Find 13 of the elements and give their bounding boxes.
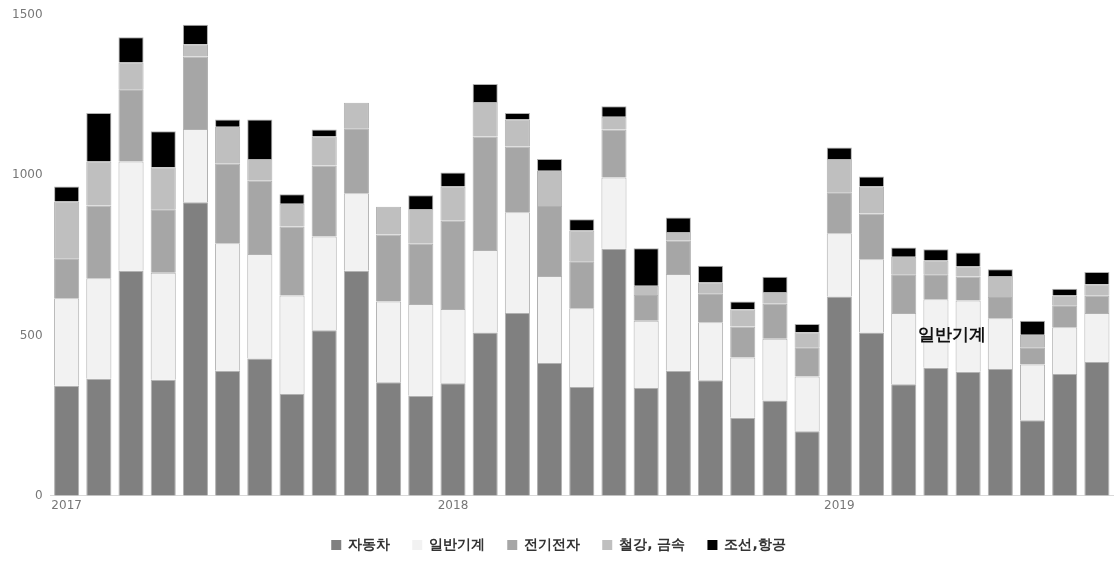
x-tick-label: 2018 [437,497,469,512]
legend-label: 일반기계 [429,535,486,552]
legend-label: 전기전자 [524,535,581,552]
x-tick-label: 2019 [824,497,855,512]
legend-label: 자동차 [348,535,391,552]
annotation: 일반기계 [918,323,987,344]
y-tick-label: 1500 [11,7,43,22]
legend-label: 철강, 금속 [619,535,686,552]
x-tick-label: 2017 [51,497,82,512]
y-tick-label: 500 [19,327,43,342]
y-tick-label: 1000 [11,167,43,182]
legend-label: 조선,항공 [724,535,786,552]
y-tick-label: 0 [34,487,43,502]
